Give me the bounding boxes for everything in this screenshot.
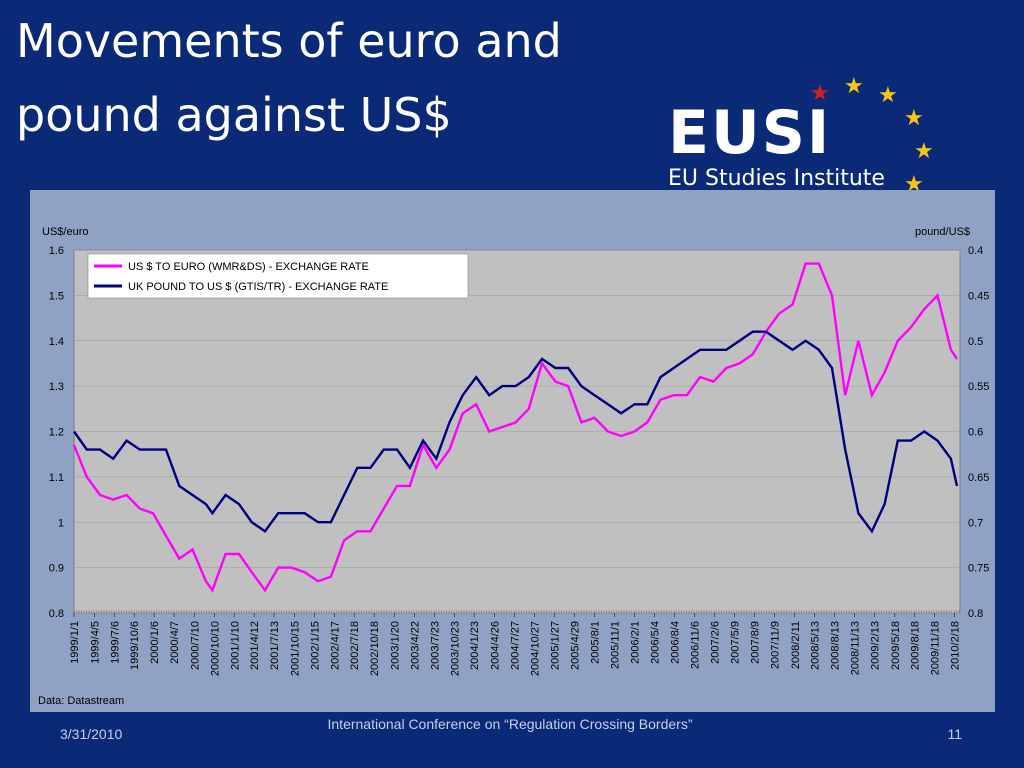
footer-conference: International Conference on “Regulation … [327,716,693,732]
y-tick-label-left: 1 [58,517,64,529]
x-tick-label: 2000/10/10 [209,621,221,676]
y-tick-label-right: 0.8 [968,608,983,620]
x-tick-label: 2000/4/7 [169,621,181,664]
footer-date: 3/31/2010 [60,726,123,742]
x-tick-label: 2003/7/23 [429,621,441,670]
x-tick-label: 2007/11/9 [769,621,781,669]
x-tick-label: 2009/11/18 [930,621,942,675]
x-tick-label: 1999/7/6 [109,621,121,664]
x-tick-label: 2005/4/29 [569,621,581,670]
x-tick-label: 2003/4/22 [409,621,421,670]
x-tick-label: 2007/5/9 [730,621,742,664]
y-tick-label-left: 1.2 [49,427,64,439]
y-tick-label-right: 0.5 [968,336,983,348]
star-icon: ★ [810,80,830,105]
x-tick-label: 2006/11/6 [690,621,702,669]
x-tick-label: 2005/11/1 [610,621,622,669]
x-tick-label: 2001/1/10 [229,621,241,670]
x-tick-label: 2000/7/10 [189,621,201,670]
x-tick-label: 1999/1/1 [69,621,81,664]
x-tick-label: 2007/2/6 [710,621,722,664]
star-icon: ★ [904,105,924,130]
right-axis-label: pound/US$ [915,226,970,238]
y-tick-label-left: 1.4 [49,336,64,348]
x-tick-label: 2003/1/20 [390,621,402,670]
legend: US $ TO EURO (WMR&DS) - EXCHANGE RATE UK… [87,253,469,299]
x-tick-label: 2006/8/4 [669,621,681,664]
x-tick-label: 2001/4/12 [249,621,261,670]
y-tick-label-left: 1.6 [49,245,64,257]
y-tick-label-right: 0.45 [968,290,989,302]
x-tick-label: 1999/10/6 [129,621,141,670]
y-tick-label-left: 0.9 [49,563,64,575]
x-tick-label: 2002/7/18 [349,621,361,670]
y-tick-label-right: 0.4 [968,245,983,257]
x-tick-label: 2008/8/13 [830,621,842,670]
star-icon: ★ [914,138,934,163]
source-note: Data: Datastream [38,695,124,707]
y-tick-label-right: 0.65 [968,472,989,484]
x-tick-label: 2004/7/27 [510,621,522,670]
x-tick-label: 2002/10/18 [369,621,381,676]
chart-panel: 1.6 1.5 1.4 1.3 1.2 1.1 1 0.9 0.8 0.4 0.45 0.5 0.55… [30,190,995,712]
x-tick-label: 2005/1/27 [549,621,561,670]
x-tick-label: 1999/4/5 [89,621,101,664]
x-tick-label: 2009/2/13 [869,621,881,670]
x-tick-label: 2004/4/26 [490,621,502,670]
y-tick-label-right: 0.75 [968,563,989,575]
y-tick-label-left: 0.8 [49,608,64,620]
logo-subtitle: EU Studies Institute [668,166,885,191]
x-tick-label: 2008/5/13 [810,621,822,670]
series-line-pound [73,330,959,534]
x-tick-label: 2004/10/27 [529,621,541,676]
x-tick-label: 2004/1/23 [469,621,481,670]
star-icon: ★ [844,73,864,98]
x-tick-label: 2003/10/23 [449,621,461,676]
star-icon: ★ [904,171,924,196]
x-tick-label: 2005/8/1 [590,621,602,664]
eusi-logo: EUSI EU Studies Institute ★ ★ ★ ★ ★ ★ ★ … [660,70,960,230]
legend-label-pound: UK POUND TO US $ (GTIS/TR) - EXCHANGE RA… [128,281,388,293]
slide-title: Movements of euro and pound against US$ [16,14,562,142]
x-tick-label: 2002/1/15 [309,621,321,670]
x-tick-label: 2006/2/1 [629,621,641,664]
y-tick-label-right: 0.6 [968,427,983,439]
x-tick-label: 2008/11/13 [850,621,862,675]
x-tick-label: 2002/4/17 [329,621,341,670]
x-tick-label: 2000/1/6 [149,621,161,664]
y-tick-label-left: 1.3 [49,381,64,393]
page-number: 11 [947,726,962,742]
series-line-euro [72,262,958,593]
exchange-rate-chart: 1.6 1.5 1.4 1.3 1.2 1.1 1 0.9 0.8 0.4 0.45 0.5 0.55… [38,226,989,707]
left-axis-label: US$/euro [42,226,88,238]
x-tick-label: 2001/7/13 [269,621,281,670]
legend-label-euro: US $ TO EURO (WMR&DS) - EXCHANGE RATE [128,261,369,273]
x-tick-label: 2010/2/18 [950,621,962,670]
x-tick-label: 2007/8/9 [749,621,761,664]
star-icon: ★ [878,82,898,107]
logo-wordmark: EUSI [668,98,832,168]
x-tick-label: 2001/10/15 [289,621,301,676]
x-tick-label: 2009/5/18 [890,621,902,670]
y-tick-label-right: 0.7 [968,517,983,529]
x-tick-label: 2006/5/4 [649,621,661,664]
y-tick-label-right: 0.55 [968,381,989,393]
x-tick-label: 2008/2/11 [790,621,802,669]
y-tick-label-left: 1.1 [49,472,64,484]
y-tick-label-left: 1.5 [49,290,64,302]
x-tick-label: 2009/8/18 [910,621,922,670]
